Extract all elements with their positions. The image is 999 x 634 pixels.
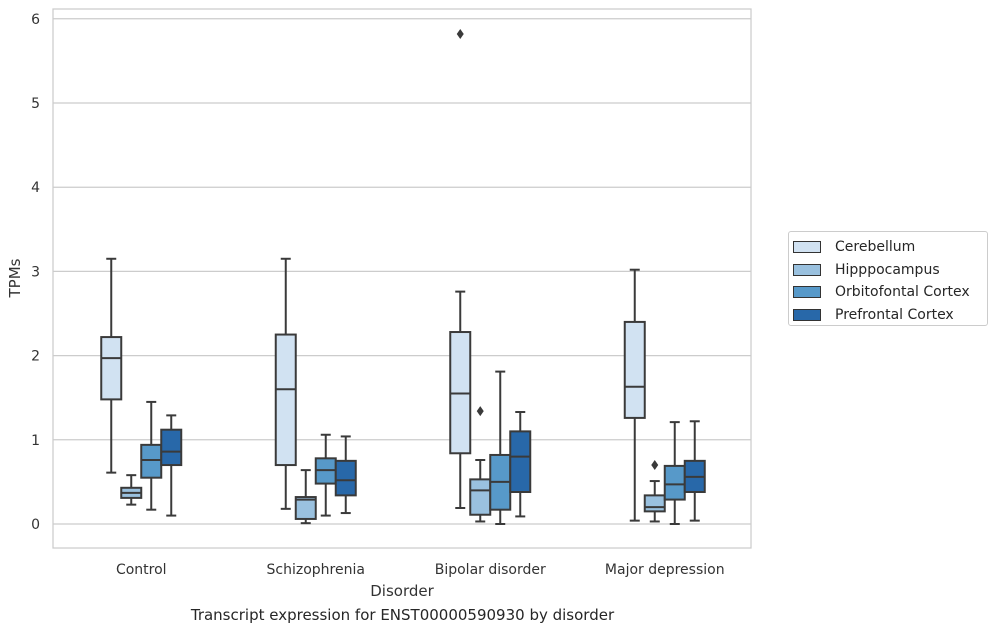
legend-swatch: [793, 241, 821, 254]
legend-label: Cerebellum: [835, 239, 916, 256]
box: [469, 478, 492, 516]
box-group: [160, 414, 183, 517]
box-group: [294, 469, 317, 525]
x-tick-labels: Control Schizophrenia Bipolar disorder Majo…: [116, 562, 725, 578]
series-orbitofontal-cortex: [140, 370, 686, 525]
box-group: [120, 474, 143, 506]
box-group: [509, 411, 532, 518]
x-tick-label: Control: [116, 562, 167, 578]
box: [274, 333, 297, 467]
box-group: [274, 257, 297, 510]
legend-label: Hipppocampus: [835, 261, 940, 278]
legend-swatch: [793, 308, 821, 321]
y-tick-label: 2: [31, 349, 40, 365]
legend-item: Cerebellum: [793, 236, 987, 259]
x-tick-label: Major depression: [605, 562, 725, 578]
series-cerebellum: [100, 28, 646, 522]
y-tick-label: 0: [31, 517, 40, 533]
box-group: [469, 406, 492, 523]
outlier-marker: [456, 28, 464, 39]
box-group: [449, 28, 472, 510]
box-group: [623, 268, 646, 522]
box: [334, 459, 357, 497]
box-group: [140, 400, 163, 511]
series-prefrontal-cortex: [160, 411, 706, 522]
plot-area-frame: [52, 8, 752, 549]
legend-item: Hipppocampus: [793, 259, 987, 282]
box: [140, 443, 163, 479]
box: [643, 494, 666, 513]
chart-caption: Transcript expression for ENST0000059093…: [190, 606, 615, 624]
x-axis-label: Disorder: [370, 582, 434, 600]
legend: Cerebellum Hipppocampus Orbitofontal Corte…: [788, 231, 988, 326]
y-tick-labels: 0 1 2 3 4 5 6: [31, 12, 40, 533]
legend-label: Prefrontal Cortex: [835, 306, 954, 323]
box: [294, 496, 317, 520]
legend-item: Prefrontal Cortex: [793, 304, 987, 327]
box-group: [334, 435, 357, 515]
box-group: [100, 257, 123, 474]
legend-swatch: [793, 263, 821, 276]
y-tick-label: 5: [31, 96, 40, 112]
series-hipppocampus: [120, 406, 666, 525]
outlier-marker: [651, 460, 659, 471]
y-tick-label: 1: [31, 433, 40, 449]
y-tick-label: 4: [31, 180, 40, 196]
legend-label: Orbitofontal Cortex: [835, 284, 970, 301]
box: [509, 430, 532, 494]
box: [100, 336, 123, 401]
box: [623, 320, 646, 419]
y-tick-label: 6: [31, 12, 40, 28]
y-axis-label: TPMs: [6, 258, 24, 298]
box-groups: [100, 28, 706, 525]
y-tick-label: 3: [31, 264, 40, 280]
legend-swatch: [793, 286, 821, 299]
legend-item: Orbitofontal Cortex: [793, 281, 987, 304]
box: [160, 428, 183, 467]
box-group: [643, 460, 666, 523]
box-group: [683, 420, 706, 522]
box-group: [489, 370, 512, 525]
box-group: [663, 421, 686, 525]
x-tick-label: Schizophrenia: [267, 562, 365, 578]
x-tick-label: Bipolar disorder: [435, 562, 546, 578]
box-group: [314, 433, 337, 517]
box: [663, 464, 686, 501]
outlier-marker: [476, 406, 484, 417]
